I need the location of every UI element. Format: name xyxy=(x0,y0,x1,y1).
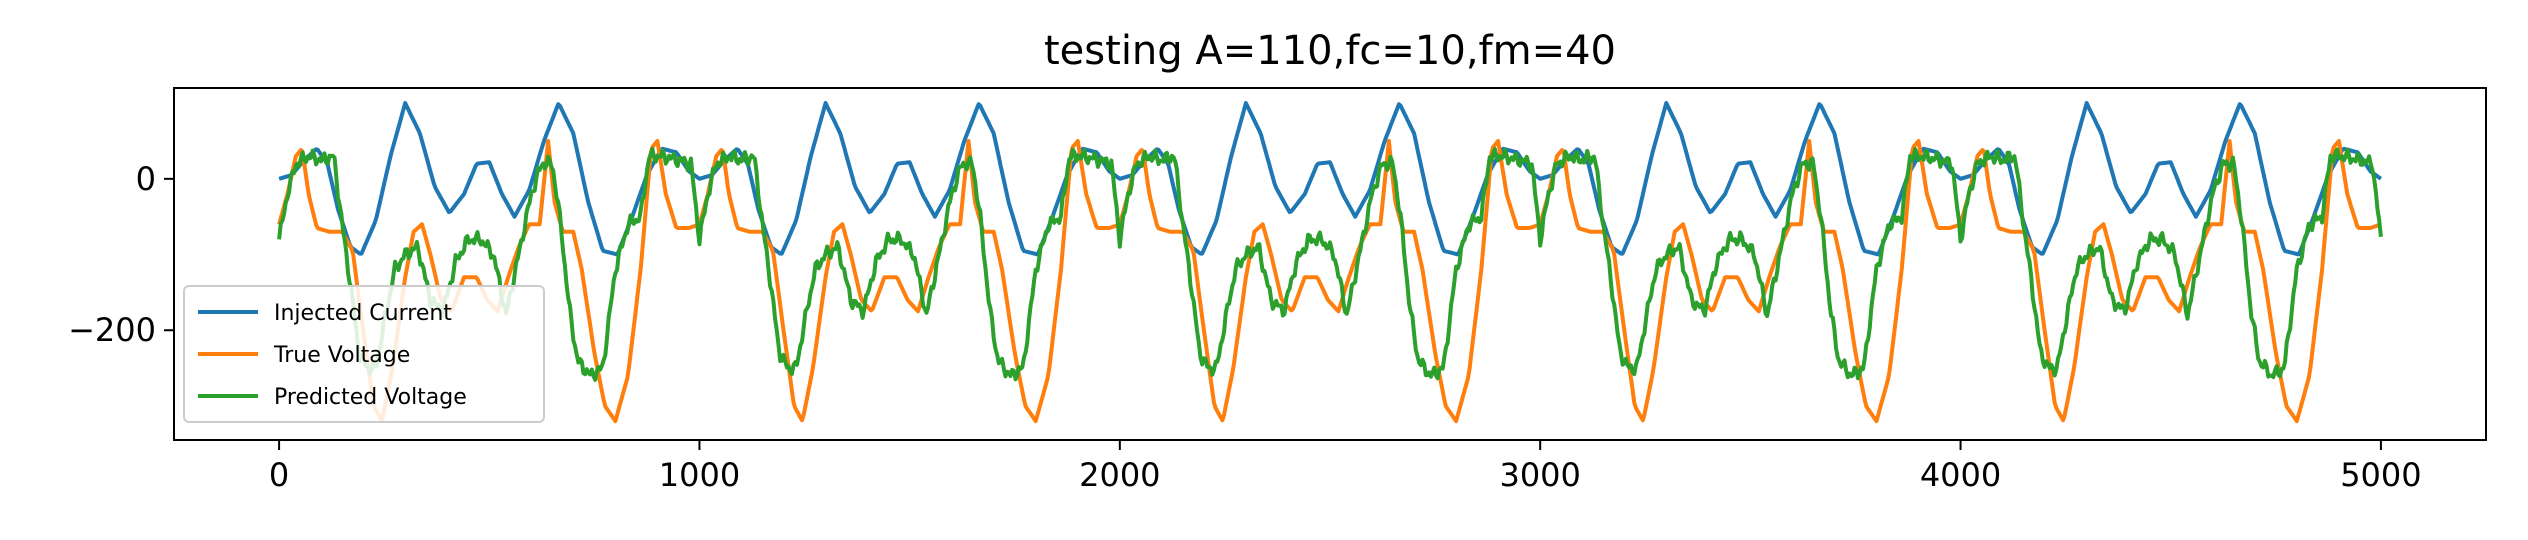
series-line-injected-current xyxy=(278,101,2383,257)
y-tick-label: −200 xyxy=(68,311,156,349)
plot-frame xyxy=(173,87,2487,441)
legend: Injected Current True Voltage Predicted Vo… xyxy=(183,285,545,423)
legend-label: True Voltage xyxy=(273,343,410,368)
legend-box xyxy=(183,285,545,423)
x-tick-label: 1000 xyxy=(659,456,740,494)
x-axis: 0 1000 2000 3000 4000 5000 xyxy=(269,440,2422,494)
series-layer xyxy=(277,101,2383,424)
y-axis: 0 −200 xyxy=(68,160,174,349)
legend-label: Injected Current xyxy=(274,301,452,326)
series-line-predicted-voltage xyxy=(277,146,2383,382)
x-tick-label: 0 xyxy=(269,456,289,494)
x-tick-label: 2000 xyxy=(1079,456,1160,494)
legend-label: Predicted Voltage xyxy=(274,385,467,410)
chart-title: testing A=110,fc=10,fm=40 xyxy=(1044,28,1616,74)
x-tick-label: 4000 xyxy=(1920,456,2001,494)
series-line-true-voltage xyxy=(277,139,2382,424)
x-tick-label: 3000 xyxy=(1499,456,1580,494)
x-tick-label: 5000 xyxy=(2340,456,2421,494)
y-tick-label: 0 xyxy=(136,160,156,198)
